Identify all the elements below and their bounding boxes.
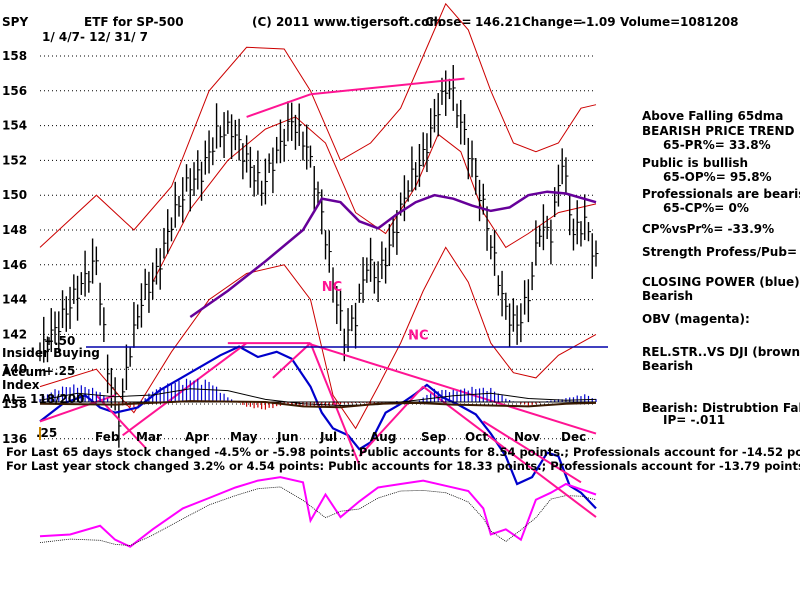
month-label: Mar bbox=[136, 430, 162, 444]
price-tick-label: 148 bbox=[2, 223, 27, 237]
trendline bbox=[358, 385, 424, 457]
month-label: Apr bbox=[185, 430, 209, 444]
month-label: May bbox=[230, 430, 258, 444]
month-label: Dec bbox=[561, 430, 586, 444]
bollinger-inner-band bbox=[152, 116, 597, 283]
price-tick-label: 136 bbox=[2, 432, 27, 446]
month-label: Aug bbox=[370, 430, 396, 444]
trendline bbox=[306, 342, 597, 435]
closing-power-label: CLOSING POWER (blue): bbox=[642, 275, 800, 289]
trend-state: BEARISH PRICE TREND bbox=[642, 124, 795, 138]
month-label: Feb bbox=[95, 430, 120, 444]
distribution-label: Bearish: Distrubtion Falling. bbox=[642, 401, 800, 415]
copyright: (C) 2011 www.tigersoft.com bbox=[252, 15, 442, 29]
price-tick-label: 152 bbox=[2, 153, 27, 167]
month-label: Jun bbox=[276, 430, 299, 444]
close-value: 146.21 bbox=[475, 15, 522, 29]
volume-value: 1081208 bbox=[680, 15, 739, 29]
public-label: Public is bullish bbox=[642, 156, 749, 170]
month-label: Jul bbox=[319, 430, 337, 444]
trendline bbox=[482, 420, 582, 484]
accum-moving-average bbox=[39, 388, 597, 407]
description: ETF for SP-500 bbox=[84, 15, 184, 29]
price-tick-label: 144 bbox=[2, 293, 27, 307]
footer-65day: For Last 65 days stock changed -4.5% or … bbox=[6, 445, 800, 459]
accum-label: Accum bbox=[2, 365, 47, 379]
trendline bbox=[39, 394, 116, 423]
nc-annotation: NC bbox=[408, 329, 428, 344]
trend-title: Above Falling 65dma bbox=[642, 109, 784, 123]
price-tick-label: 158 bbox=[2, 49, 27, 63]
pr65-reading: 65-PR%= 33.8% bbox=[663, 138, 771, 152]
ticker: SPY bbox=[2, 15, 29, 29]
month-label: Oct bbox=[465, 430, 488, 444]
price-tick-label: 142 bbox=[2, 327, 27, 341]
closing-power-state: Bearish bbox=[642, 289, 694, 303]
price-tick-label: 138 bbox=[2, 397, 27, 411]
relstr-label: REL.STR..VS DJI (brown): bbox=[642, 345, 800, 359]
ma65-line bbox=[189, 190, 597, 319]
bollinger-upper bbox=[39, 2, 597, 248]
ip-reading: IP= -.011 bbox=[663, 413, 726, 427]
indicator-tick-label: +.25 bbox=[44, 364, 75, 378]
trendline bbox=[246, 93, 311, 118]
trendline bbox=[272, 342, 312, 379]
trendline bbox=[122, 342, 248, 437]
obv-moving-average bbox=[39, 486, 597, 546]
month-label: Nov bbox=[514, 430, 540, 444]
op65-reading: 65-OP%= 95.8% bbox=[663, 170, 772, 184]
price-tick-label: 150 bbox=[2, 188, 27, 202]
cpvspr-reading: CP%vsPr%= -33.9% bbox=[642, 222, 775, 236]
price-tick-label: 156 bbox=[2, 84, 27, 98]
trendline bbox=[309, 342, 361, 466]
footer-year: For Last year stock changed 3.2% or 4.54… bbox=[6, 459, 800, 473]
obv-label: OBV (magenta): bbox=[642, 312, 750, 326]
strength-reading: Strength Profess/Pub= 1.7 bbox=[642, 245, 800, 259]
relstr-line bbox=[39, 400, 597, 409]
trendline bbox=[422, 385, 597, 518]
nc-annotation: NC bbox=[322, 280, 342, 295]
bollinger-lower bbox=[39, 246, 597, 430]
obv-line bbox=[39, 476, 597, 548]
insider-buying-label: Insider Buying bbox=[2, 346, 100, 360]
date-range: 1/ 4/7- 12/ 31/ 7 bbox=[42, 30, 149, 44]
volume-label: Volume= bbox=[620, 15, 681, 29]
index-label: Index bbox=[2, 378, 40, 392]
ai-label: AI= 118/200 bbox=[2, 392, 85, 406]
prof-label: Professionals are bearish bbox=[642, 187, 800, 201]
relstr-state: Bearish bbox=[642, 359, 694, 373]
price-tick-label: 154 bbox=[2, 119, 27, 133]
change-label: Change= bbox=[522, 15, 583, 29]
change-value: -1.09 bbox=[581, 15, 616, 29]
indicator-tick-label: .25 bbox=[36, 426, 57, 440]
indicator-tick-label: +.50 bbox=[44, 334, 75, 348]
trendline bbox=[310, 77, 465, 96]
price-tick-label: 140 bbox=[2, 362, 27, 376]
cp65-reading: 65-CP%= 0% bbox=[663, 201, 749, 215]
month-label: Sep bbox=[421, 430, 447, 444]
price-tick-label: 146 bbox=[2, 258, 27, 272]
